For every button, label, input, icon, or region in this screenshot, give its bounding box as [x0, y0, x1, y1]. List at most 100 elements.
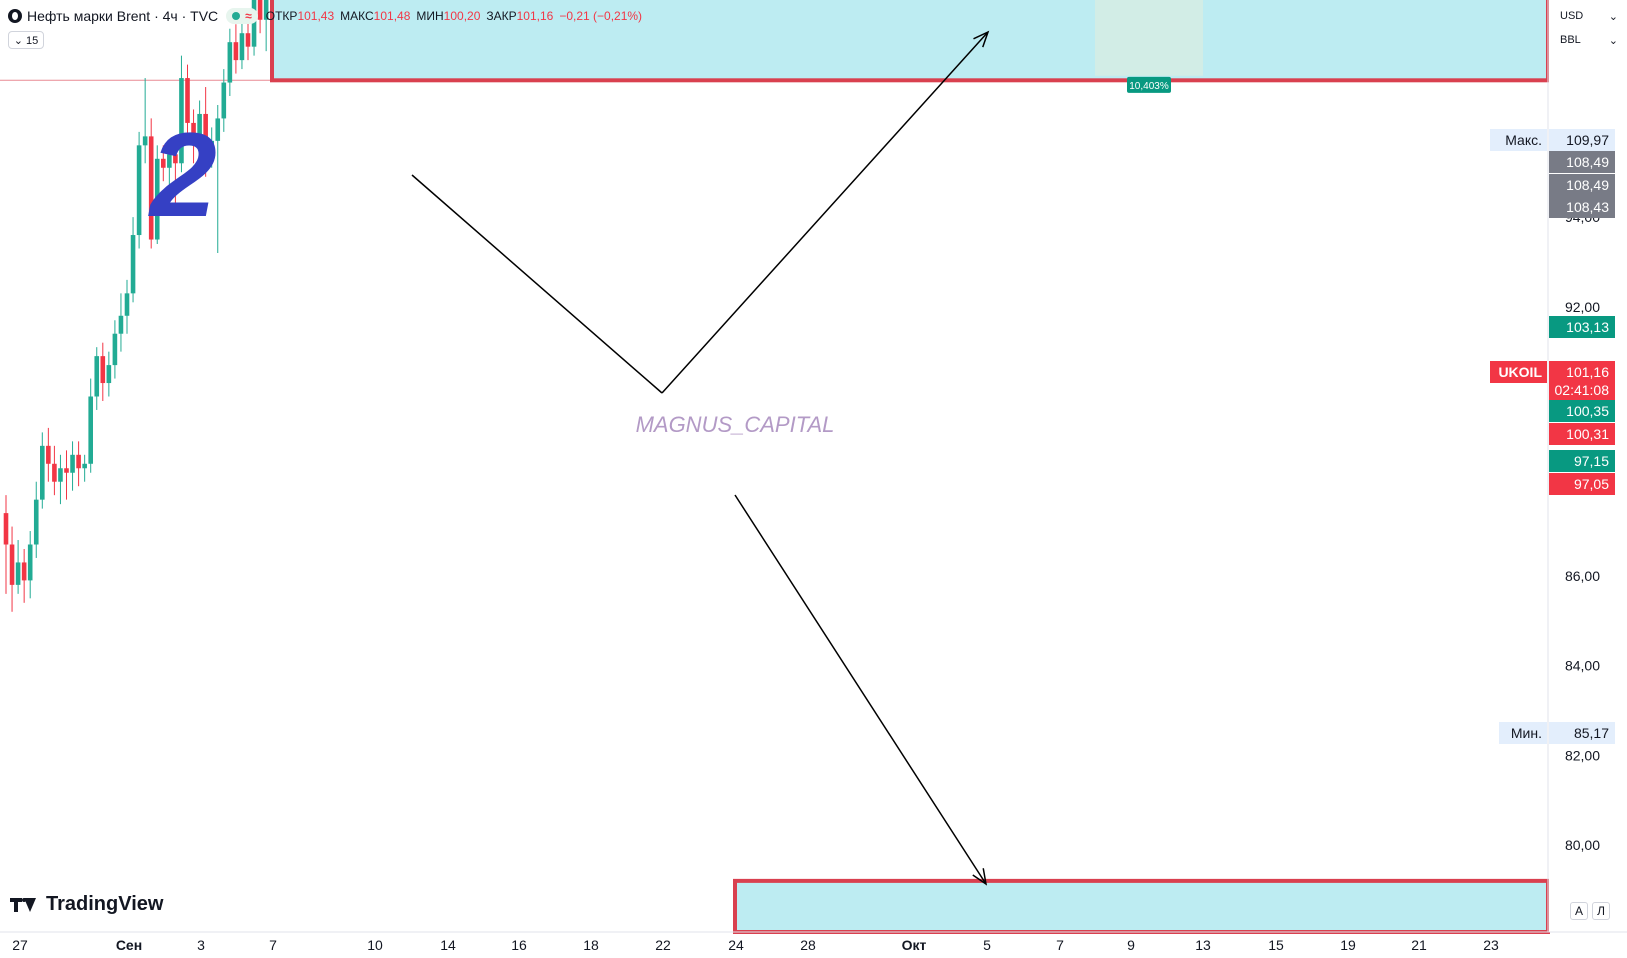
time-tick: 13: [1195, 937, 1211, 953]
time-tick: 22: [655, 937, 671, 953]
unit-select[interactable]: BBL ⌄: [1556, 30, 1622, 50]
price-label-box: [1549, 450, 1615, 472]
time-tick: 7: [1056, 937, 1064, 953]
price-label-tag-box: [1490, 129, 1547, 151]
open-value: 101,43: [297, 9, 335, 23]
candle: [3, 513, 9, 545]
symbol-logo-icon: [8, 9, 22, 23]
time-tick: Сен: [116, 937, 142, 953]
price-label-value: 109,97: [1566, 132, 1609, 148]
time-tick: 9: [1127, 937, 1135, 953]
time-tick: 5: [983, 937, 991, 953]
candle: [112, 333, 118, 366]
candle: [33, 499, 39, 545]
price-label-tag: Макс.: [1505, 132, 1542, 148]
candle: [27, 544, 33, 581]
candle: [167, 154, 172, 168]
high-label: МАКС: [340, 9, 374, 23]
price-label-value: 108,43: [1566, 199, 1609, 215]
price-label-box: [1549, 129, 1615, 151]
tradingview-brand: TradingView: [46, 893, 164, 915]
time-tick: 23: [1483, 937, 1499, 953]
price-tick: 82,00: [1565, 747, 1600, 763]
time-tick: 10: [367, 937, 383, 953]
high-value: 101,48: [373, 9, 411, 23]
down-arrow-head: [972, 868, 988, 886]
time-tick: 16: [511, 937, 527, 953]
time-tick: 27: [12, 937, 28, 953]
candle: [209, 140, 214, 159]
candle: [58, 468, 63, 482]
candle: [191, 122, 196, 146]
price-label-value: 85,17: [1574, 725, 1609, 741]
tradingview-logo[interactable]: TradingView: [10, 893, 163, 916]
candle: [203, 113, 208, 159]
stop-percent-badge: [1127, 76, 1171, 93]
time-tick: 18: [583, 937, 599, 953]
candle: [52, 463, 57, 482]
candle: [124, 293, 130, 316]
candle: [245, 33, 251, 47]
low-label: МИН: [416, 9, 444, 23]
open-label: ОТКР: [265, 9, 298, 23]
price-tick: 92,00: [1565, 299, 1600, 315]
price-tick: 80,00: [1565, 837, 1600, 853]
candle: [142, 136, 148, 146]
close-label: ЗАКР: [486, 9, 517, 23]
market-status-pill[interactable]: ≈: [226, 8, 258, 24]
price-label-value: 101,16: [1566, 364, 1609, 380]
candle: [179, 78, 184, 164]
price-label-box: [1549, 722, 1615, 744]
auto-scale-button[interactable]: A: [1570, 902, 1588, 920]
price-label-value: 108,49: [1566, 177, 1609, 193]
candle: [173, 154, 178, 164]
candle: [136, 145, 142, 236]
candle: [263, 0, 269, 20]
price-label-tag: UKOIL: [1498, 364, 1542, 380]
price-label-box: [1549, 174, 1615, 196]
price-label-value: 02:41:08: [1555, 382, 1610, 398]
log-scale-button[interactable]: Л: [1592, 902, 1610, 920]
symbol-title[interactable]: Нефть марки Brent · 4ч · TVC: [27, 8, 219, 24]
price-label-box: [1549, 196, 1615, 218]
price-label-value: 97,05: [1574, 476, 1609, 492]
candle: [118, 315, 124, 334]
candle: [251, 0, 257, 47]
close-value: 101,16: [516, 9, 554, 23]
currency-value: USD: [1560, 10, 1584, 22]
candle: [9, 544, 15, 585]
time-tick: 28: [800, 937, 816, 953]
position-stop-area: [1095, 0, 1203, 76]
candle: [106, 365, 112, 384]
price-label-value: 100,31: [1566, 426, 1609, 442]
candle: [154, 158, 160, 240]
candle: [100, 356, 106, 384]
price-label-value: 103,13: [1566, 319, 1609, 335]
candle: [15, 562, 21, 585]
unit-value: BBL: [1560, 34, 1581, 46]
price-label-value: 100,35: [1566, 403, 1609, 419]
candle: [88, 396, 93, 464]
currency-select[interactable]: USD ⌄: [1556, 6, 1622, 26]
candle: [257, 0, 263, 20]
candle: [221, 82, 227, 119]
chevron-down-icon: ⌄: [1608, 34, 1618, 47]
price-label-box: [1549, 151, 1615, 173]
price-label-box: [1549, 473, 1615, 495]
indicator-wave-icon: ≈: [245, 9, 252, 23]
indicators-collapse-button[interactable]: ⌄ 15: [8, 31, 44, 49]
change-value: −0,21 (−0,21%): [559, 9, 643, 23]
tradingview-icon: [10, 895, 40, 915]
candle: [64, 468, 69, 473]
time-tick: 24: [728, 937, 744, 953]
time-tick: 15: [1268, 937, 1284, 953]
price-label-tag: Мин.: [1511, 725, 1542, 741]
candle: [21, 562, 27, 581]
candle: [46, 445, 51, 464]
watermark-text: MAGNUS_CAPITAL: [636, 412, 835, 437]
time-tick: Окт: [902, 937, 927, 953]
candle: [148, 136, 154, 240]
candle: [82, 463, 87, 469]
price-label-box: [1549, 379, 1615, 401]
